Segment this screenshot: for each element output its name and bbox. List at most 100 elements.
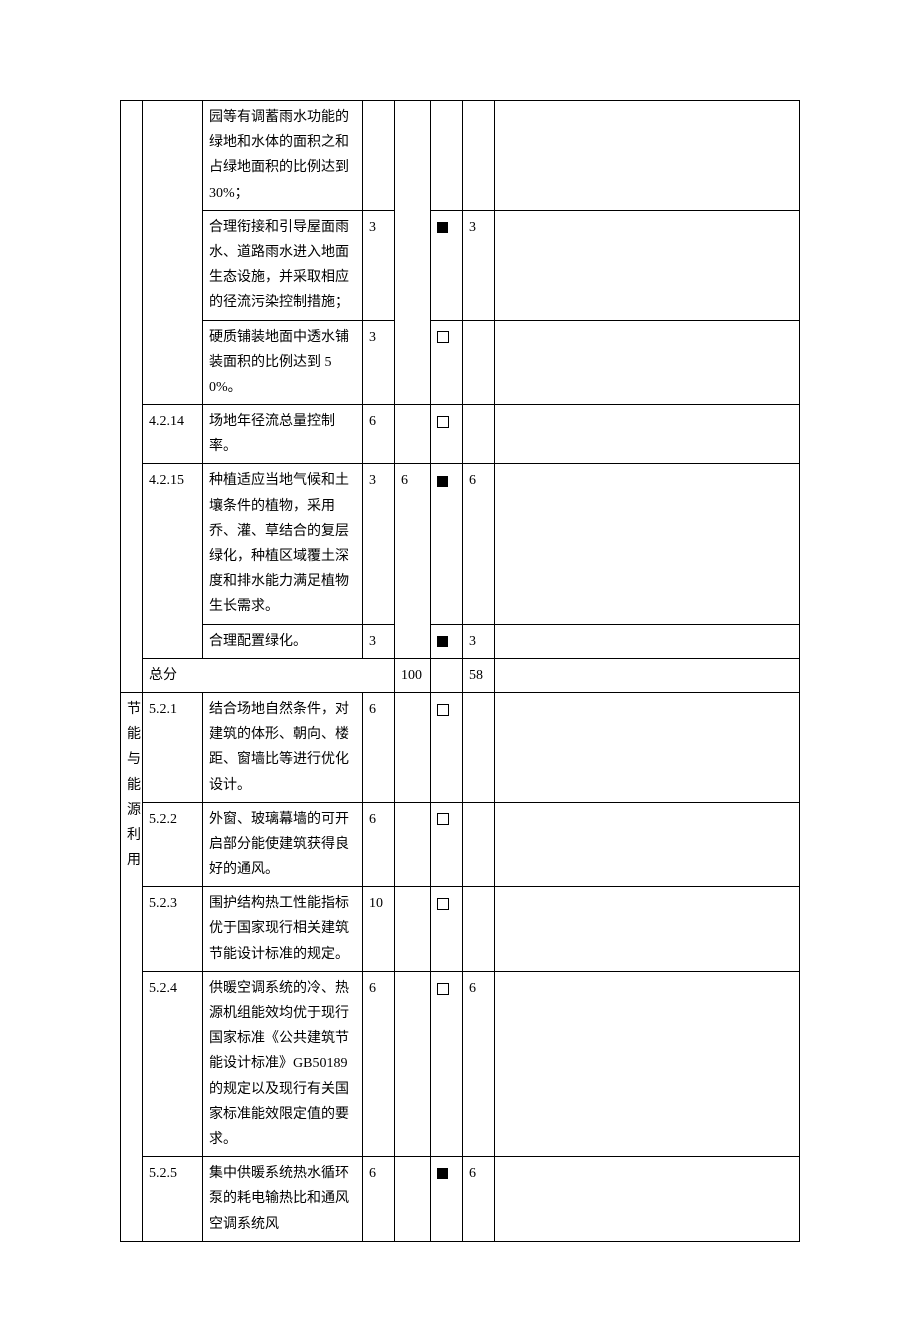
value1-cell: 6: [363, 1157, 395, 1242]
note-cell: [495, 464, 800, 624]
checkbox-filled-icon: [437, 222, 448, 233]
table-row: 园等有调蓄雨水功能的绿地和水体的面积之和占绿地面积的比例达到 30%；: [121, 101, 800, 211]
value2-cell: [395, 405, 431, 464]
id-cell: 5.2.2: [143, 802, 203, 887]
desc-cell: 硬质铺装地面中透水铺装面积的比例达到 50%。: [203, 320, 363, 405]
id-cell: [143, 101, 203, 405]
table-row: 5.2.3 围护结构热工性能指标优于国家现行相关建筑节能设计标准的规定。 10: [121, 887, 800, 972]
note-cell: [495, 658, 800, 692]
value3-cell: [463, 320, 495, 405]
checkbox-filled-icon: [437, 1168, 448, 1179]
table-row: 4.2.14 场地年径流总量控制率。 6: [121, 405, 800, 464]
value1-cell: 6: [363, 802, 395, 887]
table-row: 5.2.4 供暖空调系统的冷、热源机组能效均优于现行国家标准《公共建筑节能设计标…: [121, 971, 800, 1156]
assessment-table: 园等有调蓄雨水功能的绿地和水体的面积之和占绿地面积的比例达到 30%； 合理衔接…: [120, 100, 800, 1242]
desc-cell: 合理衔接和引导屋面雨水、道路雨水进入地面生态设施，并采取相应的径流污染控制措施；: [203, 210, 363, 320]
desc-cell: 园等有调蓄雨水功能的绿地和水体的面积之和占绿地面积的比例达到 30%；: [203, 101, 363, 211]
value1-cell: 10: [363, 887, 395, 972]
note-cell: [495, 971, 800, 1156]
table-row-total: 总分 100 58: [121, 658, 800, 692]
check-cell: [431, 101, 463, 211]
value2-cell: [395, 692, 431, 802]
note-cell: [495, 1157, 800, 1242]
checkbox-empty-icon: [437, 704, 449, 716]
checkbox-empty-icon: [437, 898, 449, 910]
value1-cell: 6: [363, 405, 395, 464]
value1-cell: 3: [363, 464, 395, 624]
id-cell: 5.2.4: [143, 971, 203, 1156]
id-cell: 4.2.14: [143, 405, 203, 464]
value2-cell: [395, 1157, 431, 1242]
id-cell: 5.2.3: [143, 887, 203, 972]
check-cell: [431, 405, 463, 464]
check-cell: [431, 320, 463, 405]
value3-cell: 3: [463, 210, 495, 320]
checkbox-filled-icon: [437, 636, 448, 647]
table-row: 4.2.15 种植适应当地气候和土壤条件的植物，采用乔、灌、草结合的复层绿化，种…: [121, 464, 800, 624]
desc-cell: 种植适应当地气候和土壤条件的植物，采用乔、灌、草结合的复层绿化，种植区域覆土深度…: [203, 464, 363, 624]
value2-cell: 100: [395, 658, 431, 692]
value1-cell: [363, 101, 395, 211]
table-row: 硬质铺装地面中透水铺装面积的比例达到 50%。 3: [121, 320, 800, 405]
desc-cell: 结合场地自然条件，对建筑的体形、朝向、楼距、窗墙比等进行优化设计。: [203, 692, 363, 802]
check-cell: [431, 210, 463, 320]
value3-cell: 6: [463, 464, 495, 624]
check-cell: [431, 971, 463, 1156]
note-cell: [495, 692, 800, 802]
desc-cell: 供暖空调系统的冷、热源机组能效均优于现行国家标准《公共建筑节能设计标准》GB50…: [203, 971, 363, 1156]
value3-cell: 58: [463, 658, 495, 692]
checkbox-empty-icon: [437, 983, 449, 995]
checkbox-empty-icon: [437, 813, 449, 825]
table-row: 5.2.2 外窗、玻璃幕墙的可开启部分能使建筑获得良好的通风。 6: [121, 802, 800, 887]
total-label-cell: 总分: [143, 658, 395, 692]
value3-cell: 6: [463, 971, 495, 1156]
value3-cell: [463, 692, 495, 802]
desc-cell: 围护结构热工性能指标优于国家现行相关建筑节能设计标准的规定。: [203, 887, 363, 972]
desc-cell: 集中供暖系统热水循环泵的耗电输热比和通风空调系统风: [203, 1157, 363, 1242]
id-cell: 5.2.5: [143, 1157, 203, 1242]
value2-cell: [395, 101, 431, 405]
note-cell: [495, 624, 800, 658]
note-cell: [495, 405, 800, 464]
table-row: 5.2.5 集中供暖系统热水循环泵的耗电输热比和通风空调系统风 6 6: [121, 1157, 800, 1242]
value3-cell: 6: [463, 1157, 495, 1242]
category-cell: 节能与能源利用: [121, 692, 143, 1241]
checkbox-empty-icon: [437, 331, 449, 343]
value3-cell: 3: [463, 624, 495, 658]
note-cell: [495, 101, 800, 211]
check-cell: [431, 1157, 463, 1242]
check-cell: [431, 464, 463, 624]
value1-cell: 3: [363, 320, 395, 405]
id-cell: 4.2.15: [143, 464, 203, 658]
value3-cell: [463, 405, 495, 464]
desc-cell: 场地年径流总量控制率。: [203, 405, 363, 464]
value2-cell: [395, 971, 431, 1156]
id-cell: 5.2.1: [143, 692, 203, 802]
value3-cell: [463, 802, 495, 887]
desc-cell: 合理配置绿化。: [203, 624, 363, 658]
table-row: 节能与能源利用 5.2.1 结合场地自然条件，对建筑的体形、朝向、楼距、窗墙比等…: [121, 692, 800, 802]
desc-cell: 外窗、玻璃幕墙的可开启部分能使建筑获得良好的通风。: [203, 802, 363, 887]
table-row: 合理配置绿化。 3 3: [121, 624, 800, 658]
note-cell: [495, 210, 800, 320]
value1-cell: 6: [363, 971, 395, 1156]
value3-cell: [463, 101, 495, 211]
value2-cell: [395, 887, 431, 972]
check-cell: [431, 692, 463, 802]
value1-cell: 3: [363, 210, 395, 320]
value2-cell: 6: [395, 464, 431, 658]
value1-cell: 6: [363, 692, 395, 802]
note-cell: [495, 802, 800, 887]
note-cell: [495, 320, 800, 405]
value1-cell: 3: [363, 624, 395, 658]
checkbox-empty-icon: [437, 416, 449, 428]
note-cell: [495, 887, 800, 972]
check-cell: [431, 624, 463, 658]
check-cell: [431, 887, 463, 972]
check-cell: [431, 658, 463, 692]
value3-cell: [463, 887, 495, 972]
check-cell: [431, 802, 463, 887]
table-row: 合理衔接和引导屋面雨水、道路雨水进入地面生态设施，并采取相应的径流污染控制措施；…: [121, 210, 800, 320]
category-cell: [121, 101, 143, 693]
checkbox-filled-icon: [437, 476, 448, 487]
